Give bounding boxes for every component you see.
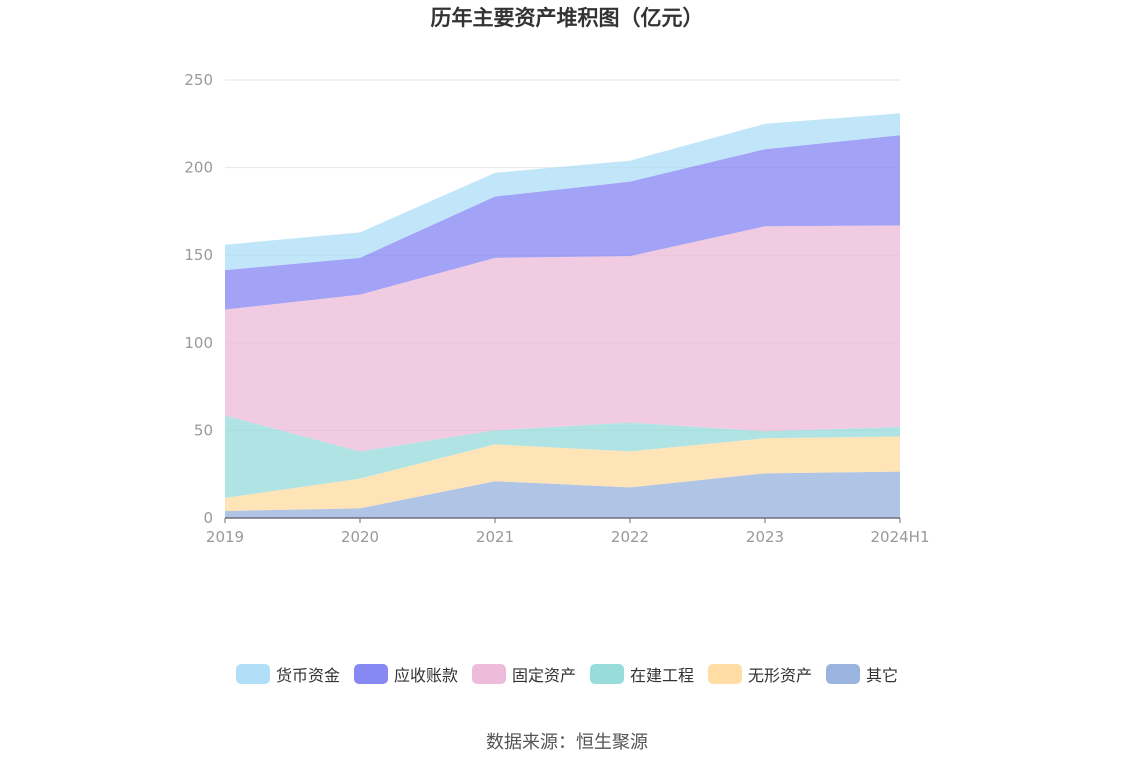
x-tick-label: 2019 — [206, 528, 244, 546]
legend-swatch — [708, 664, 743, 684]
legend-item[interactable]: 其它 — [826, 662, 898, 686]
legend-label: 固定资产 — [511, 666, 576, 685]
legend-label: 应收账款 — [393, 666, 458, 685]
legend-label: 无形资产 — [748, 666, 813, 685]
y-tick-label: 50 — [194, 421, 213, 439]
legend-label: 在建工程 — [630, 666, 695, 685]
legend-item[interactable]: 固定资产 — [471, 662, 576, 686]
area-3 — [225, 225, 900, 452]
x-tick-label: 2022 — [611, 528, 649, 546]
area-2 — [225, 415, 900, 498]
y-tick-label: 200 — [184, 159, 213, 177]
legend-item[interactable]: 在建工程 — [590, 662, 694, 686]
y-tick-label: 150 — [184, 246, 213, 264]
legend-item[interactable]: 应收账款 — [353, 662, 458, 686]
legend-swatch — [590, 664, 624, 684]
legend-swatch — [353, 664, 388, 684]
x-tick-label: 2020 — [341, 528, 379, 546]
stacked-area-chart: 0 50 100 150 200 250 2019 2020 2021 2022 2023 2024H… — [184, 71, 930, 546]
chart-title: 历年主要资产堆积图（亿元） — [430, 6, 704, 30]
y-tick-label: 250 — [184, 71, 213, 89]
legend-label: 货币资金 — [275, 666, 340, 685]
area-5 — [225, 113, 900, 271]
legend-swatch — [826, 664, 861, 684]
legend-swatch — [235, 664, 270, 684]
legend-label: 其它 — [866, 666, 899, 685]
legend-item[interactable]: 货币资金 — [235, 662, 340, 686]
legend-swatch — [471, 664, 506, 684]
x-tick-label: 2021 — [476, 528, 514, 546]
y-tick-label: 100 — [184, 334, 213, 352]
chart-legend: 货币资金 应收账款 固定资产 在建工程 无形资产 其它 — [0, 662, 1134, 686]
x-tick-label: 2024H1 — [871, 528, 930, 546]
area-4 — [225, 135, 900, 310]
area-0 — [225, 471, 900, 518]
y-tick-label: 0 — [203, 509, 213, 527]
data-source: 数据来源：恒生聚源 — [486, 732, 648, 753]
legend-item[interactable]: 无形资产 — [708, 662, 812, 686]
x-tick-label: 2023 — [746, 528, 784, 546]
area-1 — [225, 436, 900, 511]
